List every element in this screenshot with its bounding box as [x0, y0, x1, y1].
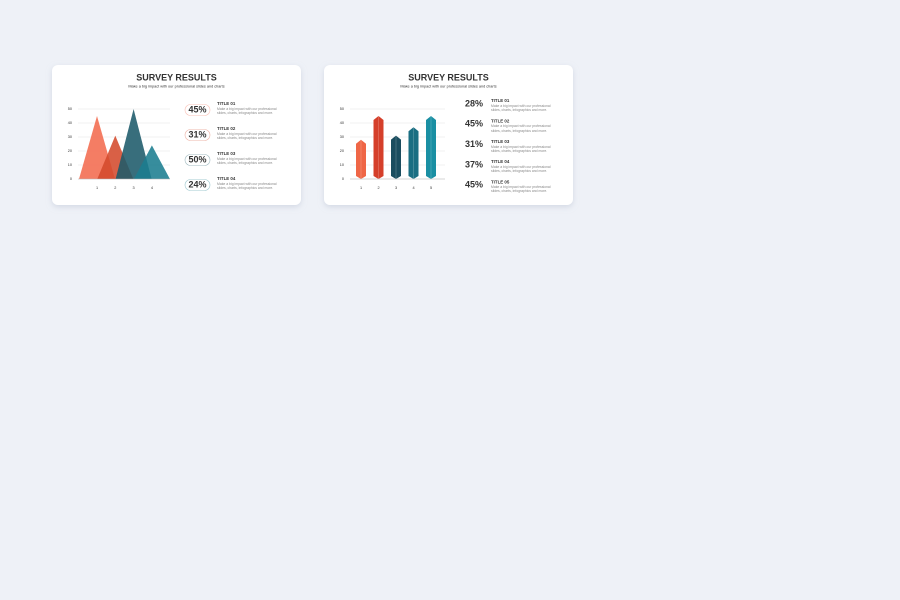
item-text: Make a big impact with our professional … — [217, 107, 277, 116]
bar — [373, 116, 384, 179]
item-text-box: Make a big impact with our professional … — [217, 182, 277, 191]
card-subtitle: Make a big impact with our professional … — [128, 85, 224, 89]
item-text: Make a big impact with our professional … — [491, 104, 551, 113]
item-text: Make a big impact with our professional … — [491, 164, 551, 174]
item-title: TITLE 04 — [491, 159, 510, 164]
item-text: Make a big impact with our professional … — [217, 132, 277, 141]
x-tick-label: 1 — [360, 186, 362, 190]
y-tick-label: 50 — [340, 107, 344, 111]
item-title: TITLE 02 — [217, 126, 236, 131]
value-label: 24% — [188, 179, 206, 189]
item-title: TITLE 02 — [491, 118, 510, 123]
bar — [408, 127, 419, 179]
value-label: 31% — [465, 139, 483, 149]
x-tick-label: 2 — [114, 186, 116, 190]
item-title: TITLE 01 — [491, 98, 510, 103]
value-label: 45% — [188, 104, 206, 114]
x-tick-label: 3 — [395, 186, 397, 190]
y-tick-label: 20 — [68, 149, 72, 153]
x-tick-label: 4 — [412, 186, 414, 190]
item-text-box: Make a big impact with our professional … — [217, 107, 277, 116]
y-tick-label: 10 — [340, 163, 344, 167]
value-label: 28% — [465, 98, 483, 108]
y-tick-label: 30 — [68, 135, 72, 139]
x-tick-label: 3 — [133, 186, 135, 190]
item-text: Make a big impact with our professional … — [217, 157, 277, 166]
y-tick-label: 30 — [340, 135, 344, 139]
value-badge — [184, 154, 211, 166]
x-tick-label: 2 — [377, 186, 379, 190]
item-title: TITLE 03 — [217, 151, 236, 156]
item-text-box: Make a big impact with our professional … — [217, 157, 277, 166]
item-text-box: Make a big impact with our professional … — [491, 104, 551, 113]
y-tick-label: 40 — [340, 121, 344, 125]
item-text-box: Make a big impact with our professional … — [491, 124, 551, 133]
value-label: 45% — [465, 180, 483, 190]
bar — [356, 139, 366, 179]
value-label: 45% — [465, 119, 483, 129]
y-tick-label: 0 — [342, 177, 344, 181]
card — [324, 65, 573, 205]
x-tick-label: 1 — [96, 186, 98, 190]
y-tick-label: 50 — [68, 107, 72, 111]
item-text-box: Make a big impact with our professional … — [491, 164, 551, 174]
bar — [426, 116, 436, 179]
triangle — [133, 145, 170, 179]
x-tick-label: 5 — [430, 186, 432, 190]
y-tick-label: 40 — [68, 121, 72, 125]
item-text-box: Make a big impact with our professional … — [491, 185, 551, 194]
value-badge — [184, 179, 211, 191]
item-title: TITLE 05 — [491, 179, 510, 184]
value-label: 31% — [188, 129, 206, 139]
triangle — [115, 109, 152, 179]
y-tick-label: 20 — [340, 149, 344, 153]
card-subtitle: Make a big impact with our professional … — [400, 85, 496, 89]
item-text: Make a big impact with our professional … — [491, 185, 551, 194]
item-text: Make a big impact with our professional … — [491, 144, 551, 153]
value-label: 50% — [188, 154, 206, 164]
x-tick-label: 4 — [151, 186, 153, 190]
item-text-box: Make a big impact with our professional … — [491, 144, 551, 153]
item-title: TITLE 04 — [217, 176, 236, 181]
item-text-box: Make a big impact with our professional … — [217, 132, 277, 141]
bar — [391, 135, 401, 179]
value-badge — [184, 129, 211, 141]
y-tick-label: 10 — [68, 163, 72, 167]
value-badge — [184, 104, 211, 116]
card-title: SURVEY RESULTS — [408, 72, 489, 82]
y-tick-label: 0 — [70, 177, 72, 181]
item-title: TITLE 01 — [217, 101, 236, 106]
item-text: Make a big impact with our professional … — [217, 182, 277, 191]
card-title: SURVEY RESULTS — [136, 72, 217, 82]
value-label: 37% — [465, 159, 483, 169]
item-title: TITLE 03 — [491, 139, 510, 144]
item-text: Make a big impact with our professional … — [491, 124, 551, 133]
